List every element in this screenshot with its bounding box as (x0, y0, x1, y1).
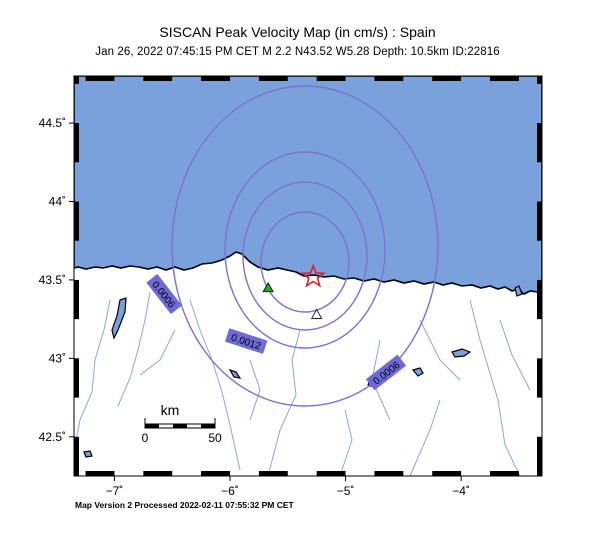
scale-bar: km 0 50 (142, 402, 222, 445)
lat-tick-label-3: 43˚ (49, 351, 66, 365)
lat-tick-label-0: 44.5˚ (39, 116, 66, 130)
lon-tick-label-3: −4˚ (452, 484, 470, 498)
lon-tick-label-0: −7˚ (106, 484, 124, 498)
scale-unit: km (161, 402, 180, 418)
event-subtitle: Jan 26, 2022 07:45:15 PM CET M 2.2 N43.5… (95, 46, 500, 58)
reservoirs (83, 285, 523, 458)
station-0 (262, 281, 274, 293)
epicenter-star-icon (300, 263, 326, 288)
lon-tick-label-1: −6˚ (221, 484, 239, 498)
scale-end-label: 50 (208, 431, 222, 445)
map-title: SISCAN Peak Velocity Map (in cm/s) : Spa… (159, 24, 436, 40)
stations (262, 263, 326, 319)
station-1 (310, 308, 323, 319)
lat-tick-label-4: 42.5˚ (39, 430, 66, 444)
map-version-footer: Map Version 2 Processed 2022-02-11 07:55… (75, 500, 294, 510)
map-border-bars (74, 76, 542, 476)
sea-area (74, 76, 542, 295)
longitude-ticks: −7˚ −6˚ −5˚ −4˚ (106, 476, 470, 498)
latitude-ticks: 44.5˚ 44˚ 43.5˚ 43˚ 42.5˚ (39, 116, 74, 444)
lon-tick-label-2: −5˚ (337, 484, 355, 498)
lat-tick-label-1: 44˚ (49, 194, 66, 208)
scale-start-label: 0 (142, 431, 149, 445)
map-frame (73, 75, 543, 477)
velocity-contours (171, 85, 439, 407)
lat-tick-label-2: 43.5˚ (39, 273, 66, 287)
